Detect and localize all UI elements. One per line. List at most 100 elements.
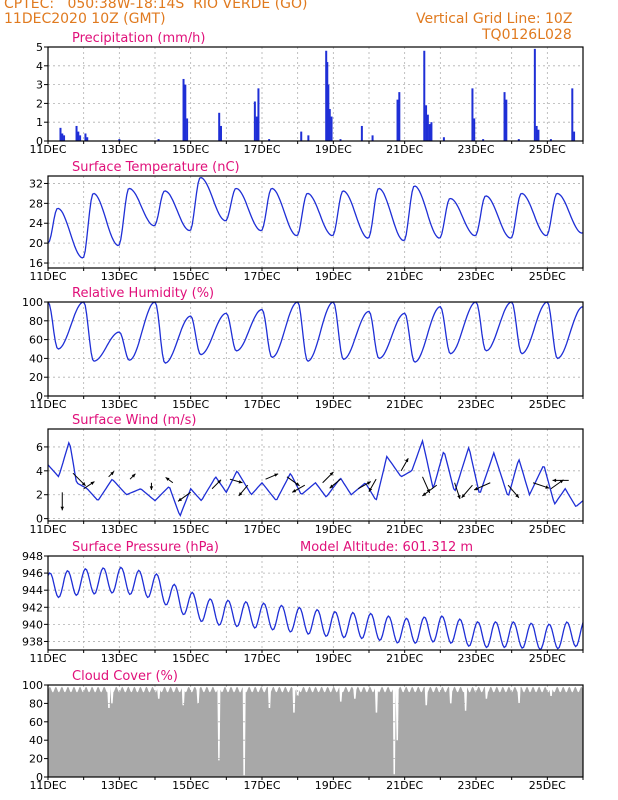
y-tick-label: 20 — [29, 237, 43, 250]
x-tick-label: 15DEC — [172, 270, 209, 283]
wind-arrow — [422, 476, 431, 494]
y-tick-label: 1 — [36, 116, 43, 129]
x-tick-label: 11DEC — [29, 143, 66, 156]
wind-arrow — [229, 478, 243, 484]
precip-bar — [430, 122, 433, 141]
y-tick-label: 28 — [29, 197, 43, 210]
y-tick-label: 4 — [36, 60, 43, 73]
model-altitude-label: Model Altitude: 601.312 m — [300, 540, 473, 555]
precip-bar — [471, 88, 474, 141]
x-tick-label: 13DEC — [101, 523, 138, 536]
x-tick-label: 23DEC — [457, 652, 494, 665]
x-tick-label: 25DEC — [529, 398, 566, 411]
x-tick-label: 19DEC — [315, 143, 352, 156]
precip-bar — [300, 131, 303, 141]
y-tick-label: 20 — [29, 371, 43, 384]
x-tick-label: 25DEC — [529, 652, 566, 665]
humidity-title: Relative Humidity (%) — [72, 286, 214, 301]
precip-bar — [503, 92, 506, 141]
x-tick-label: 23DEC — [457, 779, 494, 792]
precip-bar — [423, 50, 426, 142]
station-title: CPTEC: 050:38W-18:14S RIO VERDE (GO) — [4, 0, 308, 12]
wind-arrow — [473, 482, 491, 491]
precip-bar — [573, 131, 576, 141]
y-tick-label: 4 — [36, 465, 43, 478]
x-tick-label: 19DEC — [315, 779, 352, 792]
humidity-line — [47, 301, 584, 364]
x-tick-label: 23DEC — [457, 398, 494, 411]
wind-arrow — [552, 478, 569, 483]
precip-bar — [428, 124, 431, 141]
x-tick-label: 13DEC — [101, 652, 138, 665]
x-tick-label: 17DEC — [243, 143, 280, 156]
x-tick-label: 15DEC — [172, 143, 209, 156]
x-tick-label: 19DEC — [315, 398, 352, 411]
y-tick-label: 938 — [22, 635, 43, 648]
x-tick-label: 13DEC — [101, 398, 138, 411]
precip-bar — [396, 99, 399, 141]
x-tick-label: 11DEC — [29, 652, 66, 665]
precip-bar — [330, 116, 333, 141]
precip-bar — [253, 101, 256, 141]
wind-arrow — [329, 478, 341, 489]
x-tick-label: 19DEC — [315, 523, 352, 536]
precip-bar — [325, 50, 328, 142]
precip-bar — [255, 116, 258, 141]
precip-bar — [63, 135, 66, 141]
precipitation-panel: 0 1 2 3 4 5 11DEC 13DEC 15DEC 17DEC 19DEC 21DEC 23DE… — [29, 31, 584, 156]
x-tick-label: 25DEC — [529, 143, 566, 156]
wind-arrow — [322, 471, 334, 484]
precip-bar — [184, 84, 187, 141]
pressure-frame — [47, 555, 584, 651]
x-tick-label: 23DEC — [457, 523, 494, 536]
wind-arrow — [177, 491, 191, 502]
y-tick-label: 40 — [29, 734, 43, 747]
y-tick-label: 100 — [22, 296, 43, 309]
pressure-line — [47, 566, 584, 651]
temperature-title: Surface Temperature (nC) — [72, 160, 240, 175]
wind-arrow — [454, 482, 461, 500]
wind-arrow — [83, 481, 95, 490]
precip-bar — [571, 88, 574, 141]
wind-frame — [47, 428, 584, 522]
run-datetime: 11DEC2020 10Z (GMT) — [4, 11, 166, 27]
x-tick-label: 17DEC — [243, 270, 280, 283]
y-tick-label: 60 — [29, 716, 43, 729]
y-tick-label: 0 — [36, 513, 43, 526]
precip-bar — [505, 99, 508, 141]
precip-bar — [268, 139, 271, 141]
wind-arrow — [368, 478, 377, 493]
wind-arrow — [265, 473, 279, 480]
precip-bar — [326, 62, 329, 141]
x-tick-label: 11DEC — [29, 270, 66, 283]
y-tick-label: 5 — [36, 41, 43, 54]
y-tick-label: 0 — [36, 135, 43, 148]
y-tick-label: 2 — [36, 489, 43, 502]
cloud-cover-title: Cloud Cover (%) — [72, 669, 178, 684]
wind-arrow — [550, 479, 564, 490]
x-tick-label: 11DEC — [29, 523, 66, 536]
x-tick-label: 13DEC — [101, 779, 138, 792]
x-tick-label: 17DEC — [243, 652, 280, 665]
precip-bar — [257, 88, 260, 141]
precip-bar — [426, 114, 429, 141]
wind-arrow — [129, 473, 136, 480]
y-tick-label: 20 — [29, 753, 43, 766]
temperature-panel: 16 20 24 28 32 11DEC 13DEC 15DEC 17DEC 19DEC 21DEC… — [29, 160, 584, 283]
precip-bar — [182, 78, 185, 141]
x-tick-label: 21DEC — [386, 270, 423, 283]
wind-arrow — [358, 481, 372, 490]
precip-bar — [360, 125, 363, 141]
x-tick-label: 15DEC — [172, 779, 209, 792]
x-tick-label: 23DEC — [457, 143, 494, 156]
x-tick-label: 21DEC — [386, 652, 423, 665]
x-tick-label: 15DEC — [172, 398, 209, 411]
wind-speed-line — [47, 438, 584, 518]
wind-arrow — [422, 484, 438, 497]
x-tick-label: 17DEC — [243, 398, 280, 411]
precipitation-title: Precipitation (mm/h) — [72, 31, 205, 46]
x-tick-label: 11DEC — [29, 398, 66, 411]
precip-bar — [157, 139, 160, 141]
cloud-cover-panel: 0 20 40 60 80 100 11DEC 13DEC 15DEC 17DEC 19DEC 21D… — [22, 669, 584, 792]
x-tick-label: 11DEC — [29, 779, 66, 792]
